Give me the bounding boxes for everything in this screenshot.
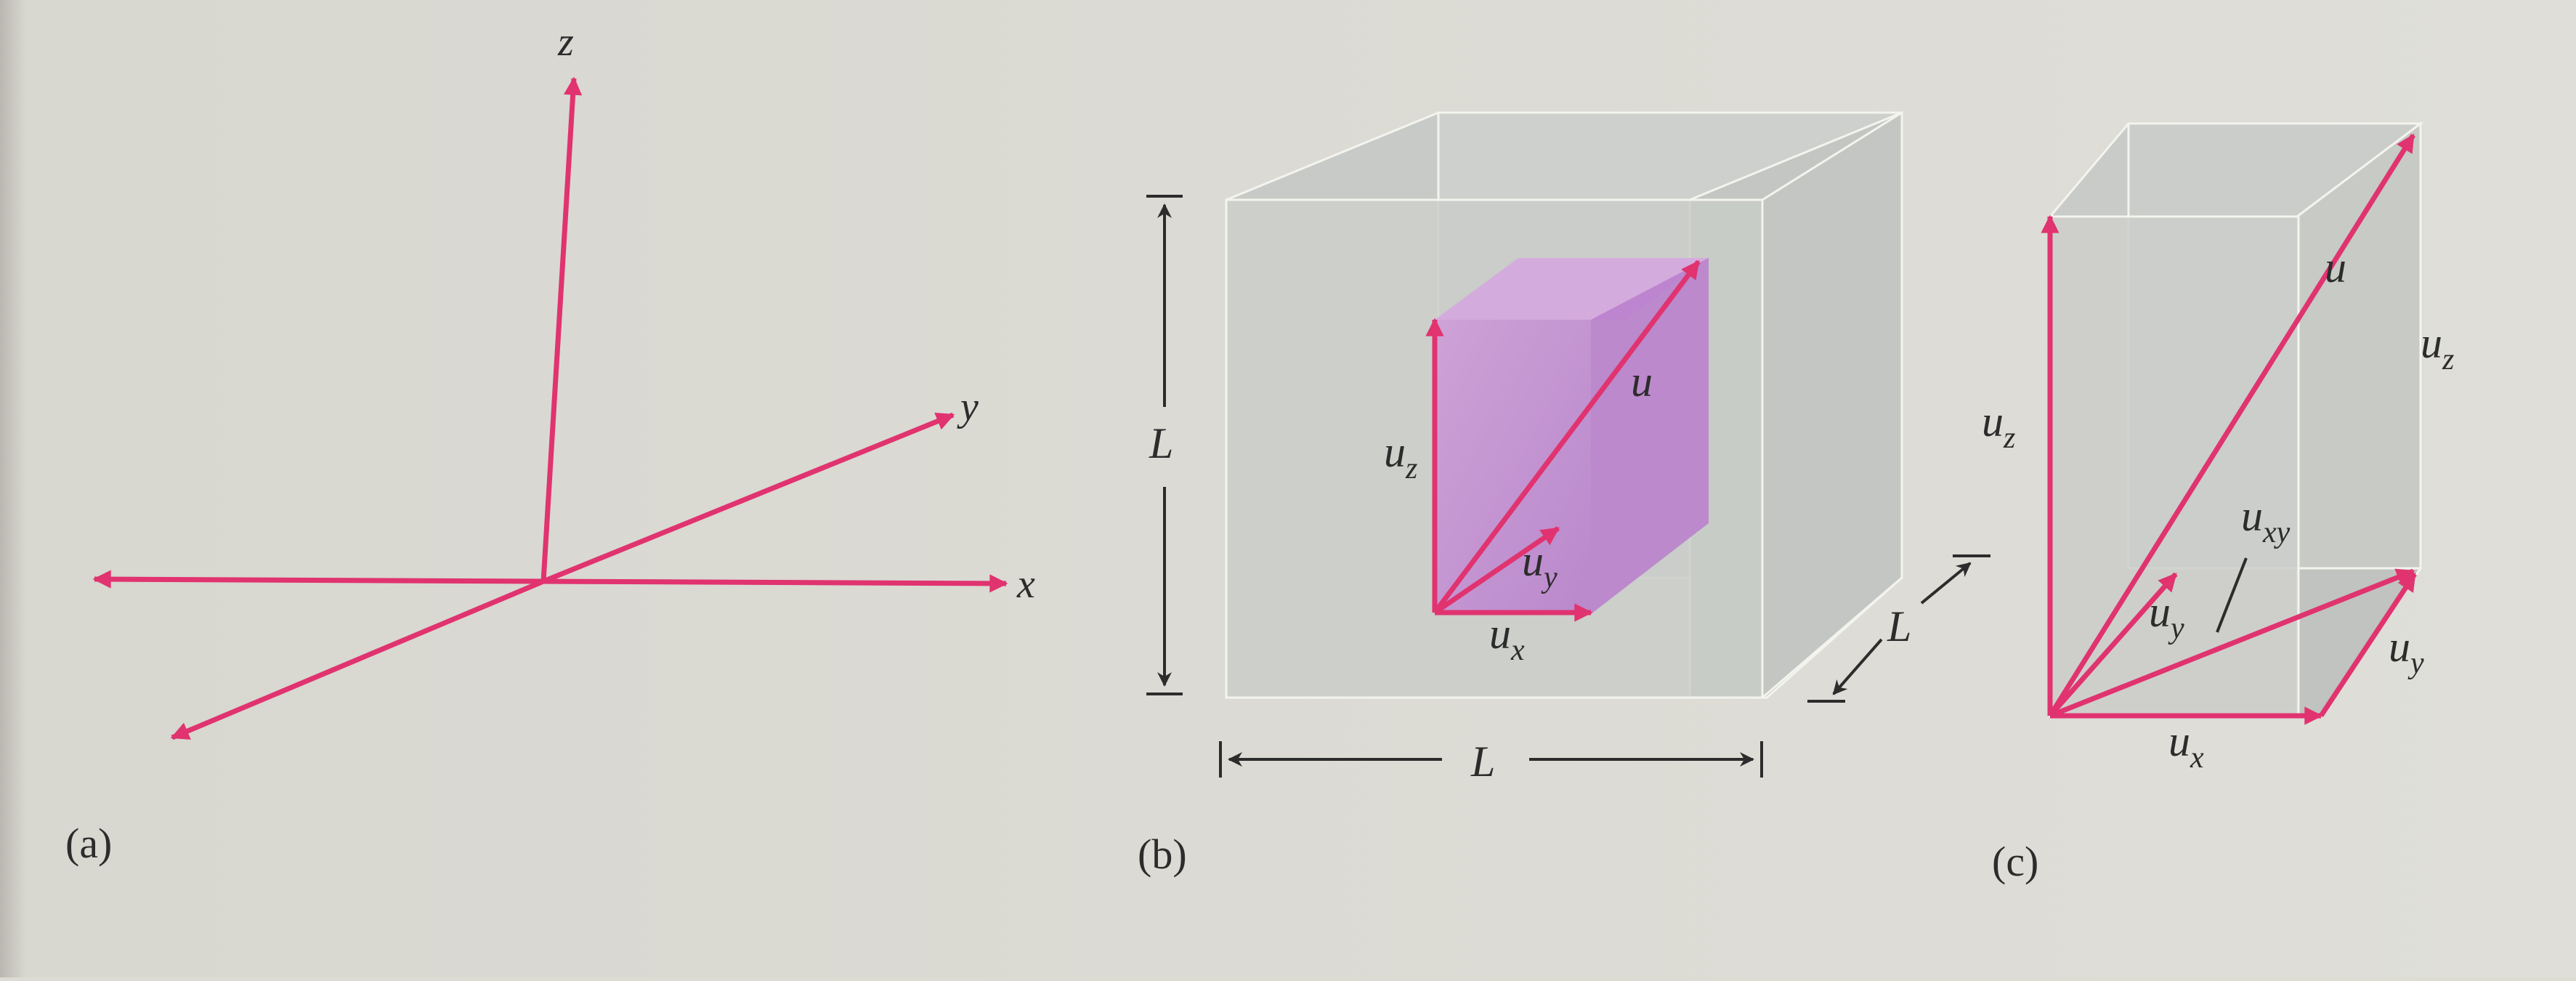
- y-axis-label: y: [957, 384, 979, 429]
- cube-edge: [1762, 576, 1903, 699]
- vector-u: [2048, 133, 2415, 717]
- label-u: u: [1631, 358, 1653, 405]
- label-uz: uz: [1384, 428, 1417, 485]
- y-axis-negative: [170, 578, 545, 740]
- panel-c-caption: (c): [1992, 838, 2038, 885]
- panel-c: u uz uz uxy uy uy ux (c): [1982, 121, 2454, 885]
- panel-b: u uz uy ux L L L (b): [1138, 110, 1990, 878]
- vector-uy-inner: [2048, 572, 2178, 718]
- label-ux: ux: [2168, 717, 2204, 775]
- velocity-box-front: [1435, 320, 1591, 614]
- velocity-box: [1435, 258, 1709, 614]
- dimension-width: L: [1219, 738, 1763, 786]
- dimension-width-label: L: [1470, 738, 1495, 786]
- dimension-height-label: L: [1149, 419, 1173, 467]
- vector-uxy: [2049, 568, 2415, 719]
- label-uy-side: uy: [2389, 623, 2424, 680]
- panel-b-caption: (b): [1138, 831, 1187, 878]
- uxy-pointer: [2216, 557, 2248, 633]
- velocity-box-side: [1591, 258, 1709, 614]
- panel-a: z y x (a): [65, 20, 1035, 867]
- label-u: u: [2325, 243, 2346, 291]
- label-uxy: uxy: [2241, 492, 2291, 549]
- x-axis-positive: [543, 574, 1008, 593]
- z-axis-label: z: [557, 20, 574, 65]
- vector-u: [1433, 259, 1701, 615]
- cube-edge: [1762, 111, 1903, 201]
- label-ux: ux: [1489, 610, 1525, 667]
- label-uz-left: uz: [1982, 397, 2015, 455]
- x-axis-negative: [92, 570, 544, 589]
- label-uz-right: uz: [2421, 319, 2454, 376]
- dimension-depth-label: L: [1887, 602, 1911, 650]
- dimension-height: L: [1146, 195, 1183, 695]
- panel-a-caption: (a): [65, 820, 112, 867]
- z-axis: [540, 76, 583, 582]
- label-uy: uy: [1522, 537, 1558, 594]
- x-axis-label: x: [1016, 562, 1035, 607]
- label-uy-inner: uy: [2149, 588, 2184, 645]
- vector-uy-side: [2319, 572, 2417, 717]
- dimension-depth: L: [1807, 554, 1990, 703]
- vector-uy: [1433, 526, 1560, 615]
- y-axis-positive: [542, 412, 955, 584]
